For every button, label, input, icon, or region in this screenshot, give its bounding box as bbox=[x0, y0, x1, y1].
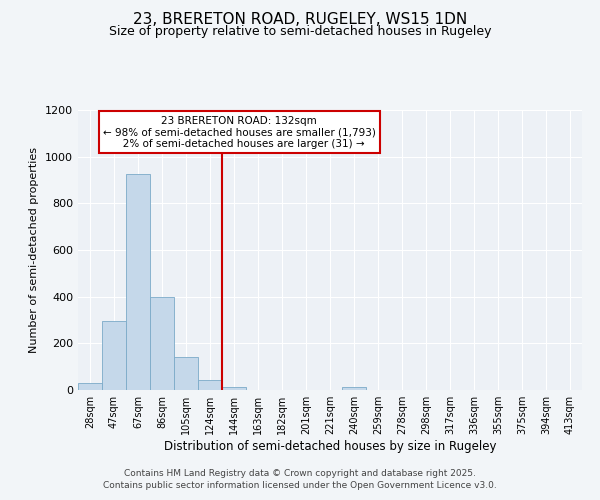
X-axis label: Distribution of semi-detached houses by size in Rugeley: Distribution of semi-detached houses by … bbox=[164, 440, 496, 453]
Bar bbox=[126, 174, 150, 390]
Bar bbox=[150, 296, 174, 390]
Bar bbox=[102, 321, 126, 390]
Bar bbox=[342, 386, 366, 390]
Bar bbox=[198, 380, 222, 390]
Bar bbox=[78, 384, 102, 390]
Bar bbox=[222, 386, 246, 390]
Bar bbox=[174, 358, 198, 390]
Text: 23 BRERETON ROAD: 132sqm
← 98% of semi-detached houses are smaller (1,793)
   2%: 23 BRERETON ROAD: 132sqm ← 98% of semi-d… bbox=[103, 116, 376, 149]
Text: 23, BRERETON ROAD, RUGELEY, WS15 1DN: 23, BRERETON ROAD, RUGELEY, WS15 1DN bbox=[133, 12, 467, 28]
Text: Size of property relative to semi-detached houses in Rugeley: Size of property relative to semi-detach… bbox=[109, 25, 491, 38]
Y-axis label: Number of semi-detached properties: Number of semi-detached properties bbox=[29, 147, 40, 353]
Text: Contains public sector information licensed under the Open Government Licence v3: Contains public sector information licen… bbox=[103, 481, 497, 490]
Text: Contains HM Land Registry data © Crown copyright and database right 2025.: Contains HM Land Registry data © Crown c… bbox=[124, 468, 476, 477]
